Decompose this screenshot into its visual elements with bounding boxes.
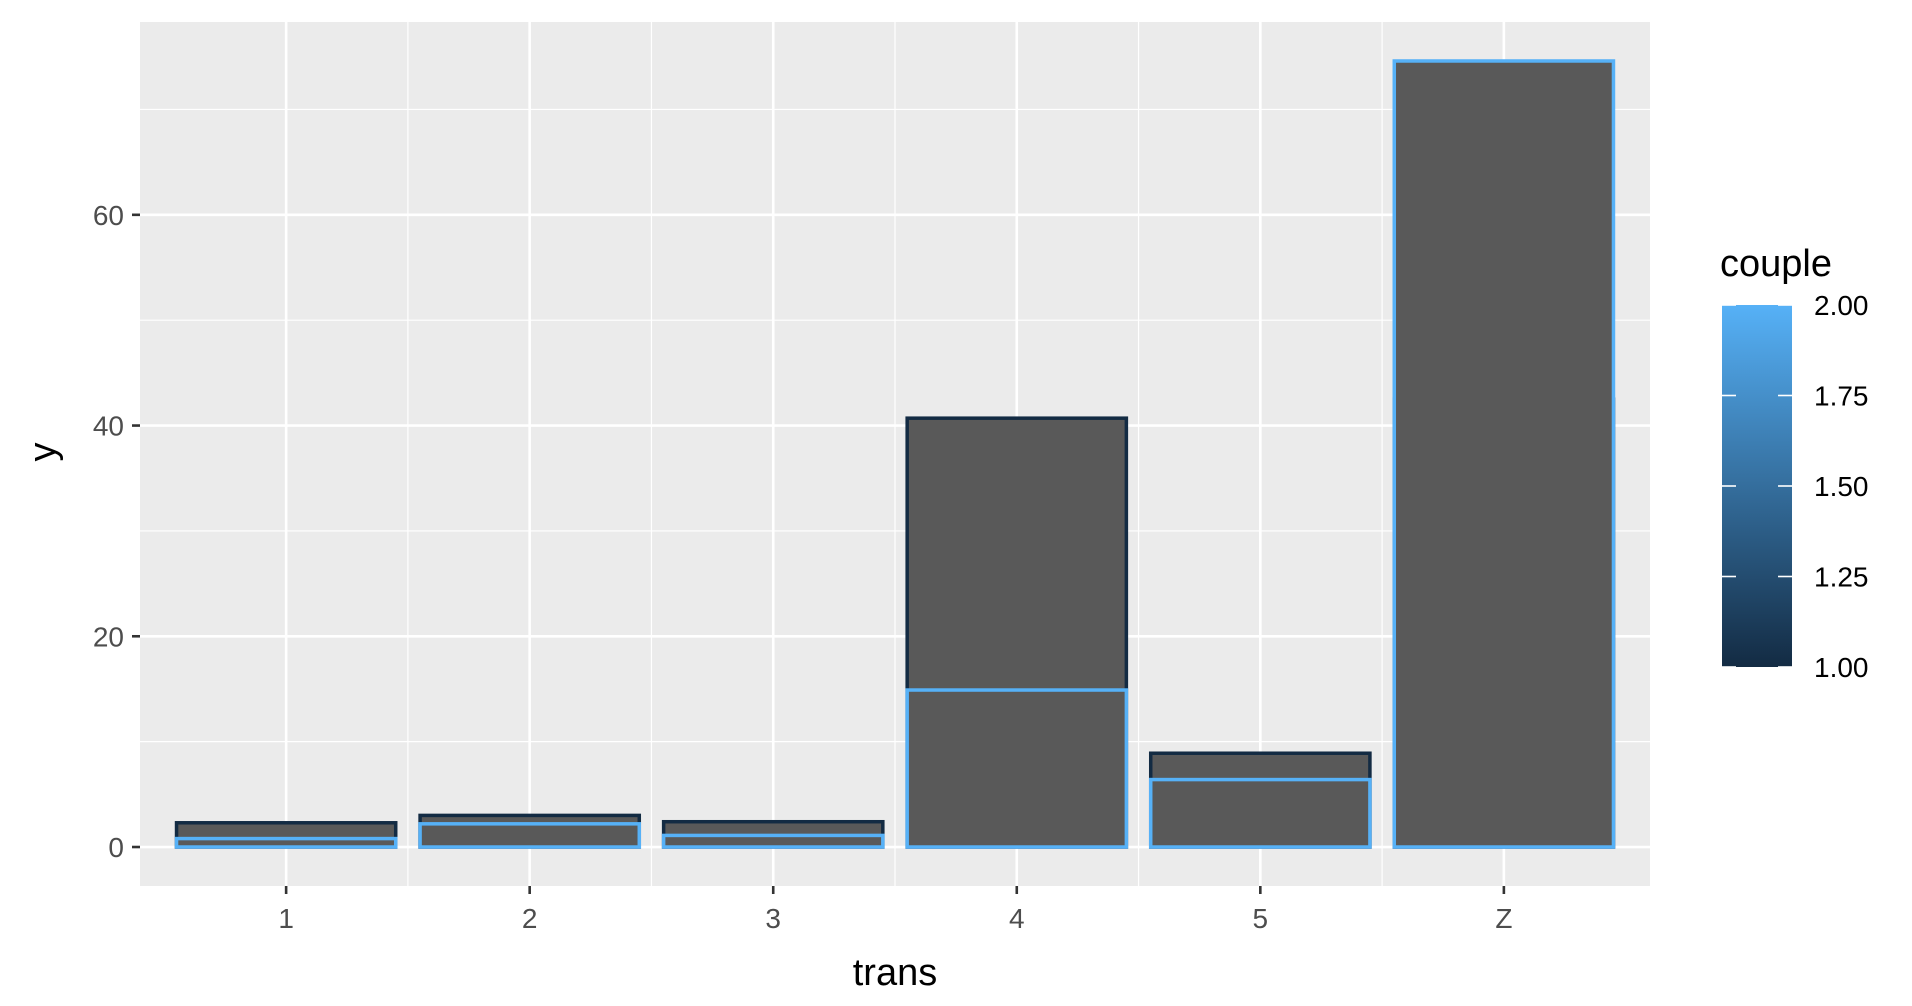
legend: couple 2.00 1.75 1.50 1.25 1.00: [1720, 243, 1869, 683]
x-axis-title: trans: [853, 952, 937, 994]
legend-tick-label: 1.00: [1814, 652, 1869, 683]
y-axis: 0 20 40 60: [93, 200, 140, 863]
legend-tick-label: 2.00: [1814, 290, 1869, 321]
x-tick-label: 4: [1009, 903, 1025, 934]
bar-1-couple-2: [174, 836, 398, 849]
bar-Z-couple-2: [1392, 59, 1616, 849]
x-tick-label: 5: [1253, 903, 1269, 934]
y-tick-label: 40: [93, 411, 124, 442]
bar-5-couple-2: [1148, 777, 1372, 849]
y-tick-label: 20: [93, 621, 124, 652]
y-tick-label: 0: [108, 832, 124, 863]
bar-3-couple-2: [661, 833, 885, 849]
bar-2-couple-2: [418, 822, 642, 849]
bars: [174, 59, 1616, 849]
y-axis-title: y: [22, 443, 64, 462]
y-tick-label: 60: [93, 200, 124, 231]
x-tick-label: Z: [1495, 903, 1512, 934]
legend-tick-label: 1.50: [1814, 471, 1869, 502]
x-axis: 1 2 3 4 5 Z: [278, 886, 1512, 934]
bar-4-couple-2: [905, 688, 1129, 849]
legend-tick-label: 1.75: [1814, 381, 1869, 412]
legend-ticks: 2.00 1.75 1.50 1.25 1.00: [1722, 290, 1869, 683]
x-tick-label: 1: [278, 903, 294, 934]
legend-title: couple: [1720, 243, 1832, 285]
legend-tick-label: 1.25: [1814, 562, 1869, 593]
x-tick-label: 3: [765, 903, 781, 934]
x-tick-label: 2: [522, 903, 538, 934]
